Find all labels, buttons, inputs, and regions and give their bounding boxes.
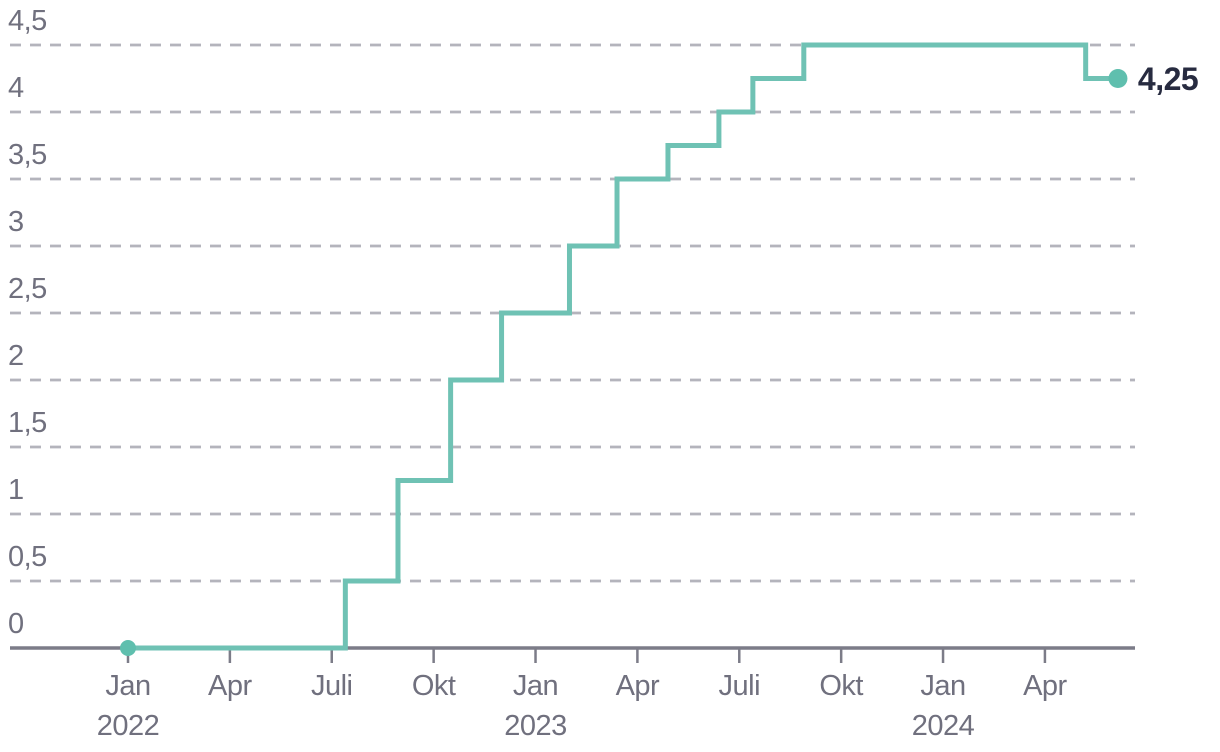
x-axis-tick-label: Apr — [577, 670, 697, 702]
y-axis-tick-label: 0,5 — [8, 541, 47, 573]
x-axis-month: Jan — [105, 670, 151, 702]
y-axis-tick-label: 2 — [8, 340, 24, 372]
x-axis-tick-label: Juli — [272, 670, 392, 702]
x-axis-tick-label: Apr — [985, 670, 1105, 702]
data-point-marker — [120, 640, 136, 656]
x-axis-year: 2022 — [96, 710, 160, 742]
x-axis-month: Juli — [718, 670, 761, 702]
y-axis-tick-label: 4,5 — [8, 5, 47, 37]
rate-step-line — [128, 42, 1118, 651]
x-axis-month: Okt — [411, 670, 456, 702]
x-axis-tick-label: Apr — [170, 670, 290, 702]
data-point-marker — [1108, 69, 1128, 88]
y-axis-tick-label: 1,5 — [8, 407, 47, 439]
x-axis-year: 2023 — [504, 710, 567, 742]
x-axis-tick-label: Okt — [374, 670, 494, 702]
y-axis-tick-label: 0 — [8, 608, 24, 640]
y-axis-tick-label: 1 — [8, 474, 24, 506]
x-axis-tick-label: Jan 2023 — [476, 670, 596, 742]
x-axis-month: Juli — [310, 670, 353, 702]
x-axis-month: Okt — [819, 670, 863, 702]
y-axis-tick-label: 2,5 — [8, 273, 47, 305]
current-value-label: 4,25 — [1137, 60, 1199, 97]
x-axis-tick-label: Okt — [781, 670, 901, 702]
y-axis-tick-label: 4 — [8, 72, 24, 104]
x-axis-month: Jan — [512, 670, 559, 702]
x-axis-month: Jan — [920, 670, 966, 702]
y-axis-tick-label: 3,5 — [8, 139, 47, 171]
x-axis-month: Apr — [615, 670, 660, 702]
x-axis-month: Apr — [1023, 670, 1067, 702]
x-axis-tick-label: Juli — [679, 670, 799, 702]
y-axis-tick-label: 3 — [8, 206, 24, 238]
x-axis-year: 2024 — [911, 710, 975, 742]
x-axis-month: Apr — [208, 670, 252, 702]
x-axis-tick-label: Jan 2022 — [68, 670, 188, 742]
x-axis-tick-label: Jan 2024 — [883, 670, 1003, 742]
